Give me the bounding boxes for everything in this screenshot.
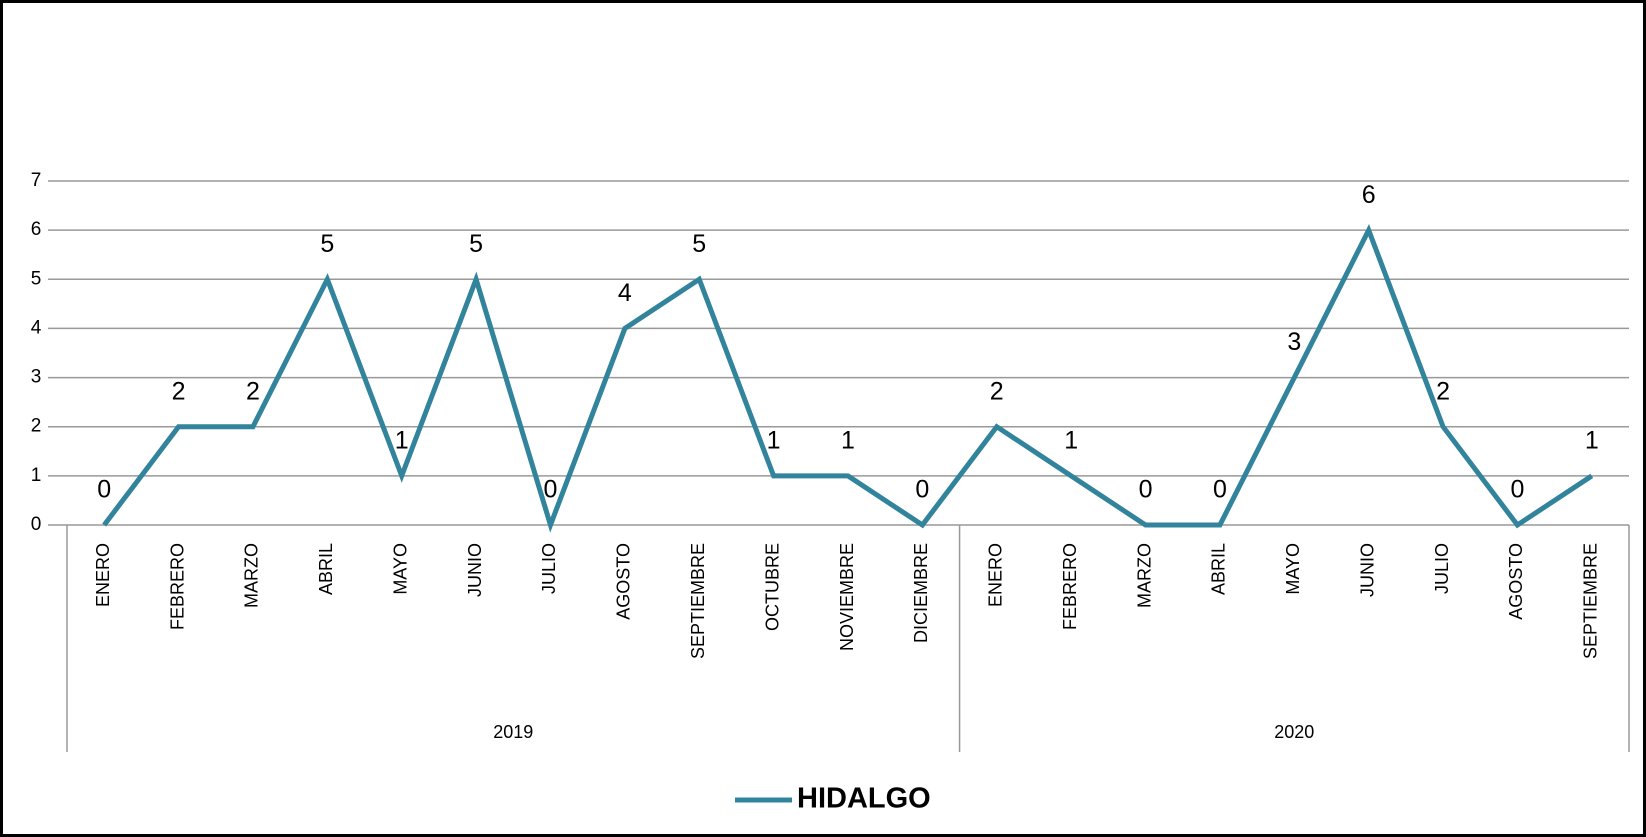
x-tick-label: ABRIL (1209, 543, 1229, 595)
x-tick-label: FEBRERO (167, 543, 187, 630)
data-label: 2 (172, 377, 186, 405)
data-label: 5 (469, 230, 483, 258)
data-label: 0 (1139, 476, 1153, 504)
y-tick-label: 3 (31, 367, 42, 388)
group-label: 2019 (493, 722, 533, 742)
x-tick-label: DICIEMBRE (911, 543, 931, 643)
x-tick-label: MAYO (390, 543, 410, 595)
y-tick-label: 7 (31, 170, 42, 191)
x-tick-label: MARZO (1134, 543, 1154, 608)
data-label: 0 (544, 476, 558, 504)
x-tick-label: NOVIEMBRE (837, 543, 857, 651)
x-tick-label: MAYO (1283, 543, 1303, 595)
x-tick-label: MARZO (242, 543, 262, 608)
x-tick-label: AGOSTO (1506, 543, 1526, 620)
x-tick-label: JUNIO (1357, 543, 1377, 597)
data-label: 5 (692, 230, 706, 258)
y-tick-label: 4 (31, 317, 42, 338)
line (102, 223, 1594, 533)
group-label: 2020 (1274, 722, 1314, 742)
data-label: 0 (915, 476, 929, 504)
x-tick-label: AGOSTO (614, 543, 634, 620)
data-label: 1 (1064, 426, 1078, 454)
data-label: 0 (97, 476, 111, 504)
data-label: 2 (1436, 377, 1450, 405)
y-tick-label: 5 (31, 268, 42, 289)
x-tick-label: FEBRERO (1060, 543, 1080, 630)
y-tick-label: 6 (31, 219, 42, 240)
x-tick-label: ENERO (93, 543, 113, 607)
x-tick-label: JUNIO (465, 543, 485, 597)
x-tick-label: OCTUBRE (762, 543, 782, 631)
y-tick-label: 1 (31, 465, 42, 486)
x-tick-label: ENERO (986, 543, 1006, 607)
x-tick-label: SEPTIEMBRE (1581, 543, 1601, 659)
data-label: 1 (767, 426, 781, 454)
data-label: 4 (618, 279, 632, 307)
data-label: 1 (841, 426, 855, 454)
x-tick-label: JULIO (539, 543, 559, 594)
x-tick-label: JULIO (1432, 543, 1452, 594)
data-label: 5 (320, 230, 334, 258)
data-label: 2 (990, 377, 1004, 405)
x-tick-label: ABRIL (316, 543, 336, 595)
data-label: 2 (246, 377, 260, 405)
data-label: 0 (1510, 476, 1524, 504)
y-tick-label: 0 (31, 514, 42, 535)
data-label: 1 (1585, 426, 1599, 454)
x-tick-label: SEPTIEMBRE (688, 543, 708, 659)
data-label: 3 (1287, 328, 1301, 356)
y-tick-label: 2 (31, 416, 42, 437)
data-label: 1 (395, 426, 409, 454)
data-label: 0 (1213, 476, 1227, 504)
legend-label: HIDALGO (797, 783, 931, 815)
data-label: 6 (1362, 181, 1376, 209)
